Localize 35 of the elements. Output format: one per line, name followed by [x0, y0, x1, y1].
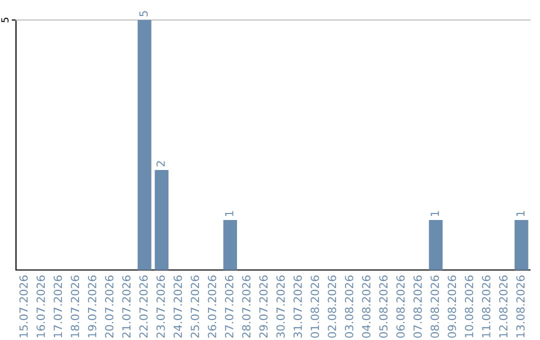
x-tick-label: 06.08.2026 [396, 276, 405, 338]
x-tick-label: 25.07.2026 [190, 276, 200, 338]
x-tick-label: 21.07.2026 [122, 276, 131, 338]
x-tick-label: 30.07.2026 [276, 276, 285, 338]
data-label: 1 [225, 211, 234, 216]
x-tick-label: 13.08.2026 [516, 276, 525, 338]
x-tick-label: 10.08.2026 [464, 276, 474, 338]
x-tick-label: 23.07.2026 [156, 276, 165, 338]
x-tick-label: 26.07.2026 [208, 276, 216, 338]
data-label: 1 [516, 211, 524, 216]
x-tick-label: 22.07.2026 [139, 276, 148, 338]
x-tick-label: 08.08.2026 [430, 276, 439, 338]
x-tick-label: 24.07.2026 [174, 276, 182, 338]
data-label: 1 [430, 211, 439, 216]
x-tick-label: 09.08.2026 [448, 276, 456, 338]
x-tick-label: 12.08.2026 [499, 276, 508, 338]
x-tick-label: 01.08.2026 [310, 276, 320, 338]
x-tick-label: 07.08.2026 [413, 276, 422, 338]
x-tick-label: 19.07.2026 [88, 276, 96, 338]
x-tick-label: 02.08.2026 [328, 276, 336, 338]
data-label: 5 [139, 11, 148, 16]
x-tick-label: 11.08.2026 [482, 276, 490, 338]
x-tick-label: 18.07.2026 [70, 276, 80, 338]
x-tick-label: 29.07.2026 [259, 276, 268, 338]
data-label: 2 [156, 161, 165, 166]
x-tick-label: 03.08.2026 [344, 276, 354, 338]
x-tick-label: 17.07.2026 [54, 276, 62, 338]
x-tick-label: 16.07.2026 [36, 276, 45, 338]
x-tick-label: 15.07.2026 [19, 276, 28, 338]
x-tick-label: 28.07.2026 [242, 276, 251, 338]
x-tick-label: 27.07.2026 [224, 276, 234, 338]
x-tick-label: 20.07.2026 [105, 276, 114, 338]
x-tick-label: 04.08.2026 [362, 276, 370, 338]
x-tick-label: 05.08.2026 [379, 276, 388, 338]
x-tick-label: 31.07.2026 [294, 276, 302, 338]
